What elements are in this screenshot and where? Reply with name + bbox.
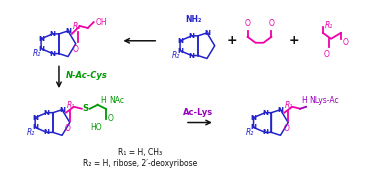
Text: R₁: R₁ [67,101,75,110]
Text: HO: HO [90,123,102,132]
Text: N: N [59,107,65,113]
Text: N: N [44,129,50,135]
Text: N: N [38,46,44,52]
Text: R₂: R₂ [27,128,35,137]
Text: O: O [65,124,71,132]
Text: N: N [177,38,183,44]
Text: N: N [38,36,44,42]
Text: OH: OH [96,18,107,27]
Text: O: O [108,114,113,123]
Text: H: H [301,96,307,105]
Text: R₁: R₁ [325,20,333,29]
Text: N: N [50,31,56,37]
Text: N: N [251,115,257,121]
Text: O: O [343,38,349,47]
Text: R₂ = H, ribose, 2′-deoxyribose: R₂ = H, ribose, 2′-deoxyribose [83,159,197,168]
Text: N: N [32,115,38,121]
Text: S: S [83,104,89,113]
Text: R₂: R₂ [245,128,254,137]
Text: N: N [262,110,268,116]
Text: R₁: R₁ [285,101,293,110]
Text: N: N [189,53,195,59]
Text: N: N [50,51,56,57]
Text: N: N [277,107,284,113]
Text: N: N [189,33,195,39]
Text: +: + [289,34,299,47]
Text: O: O [324,50,330,59]
Text: N-Ac-Cys: N-Ac-Cys [66,71,108,80]
Text: H: H [100,96,105,105]
Text: O: O [268,19,274,28]
Text: NH₂: NH₂ [185,15,201,24]
Text: N: N [44,110,50,116]
Text: N: N [177,48,183,54]
Text: R₂: R₂ [33,49,41,58]
Text: N: N [65,28,71,34]
Text: O: O [245,19,251,28]
Text: Ac-Lys: Ac-Lys [183,108,213,117]
Text: +: + [226,34,237,47]
Text: NLys-Ac: NLys-Ac [309,96,339,105]
Text: N: N [32,124,38,130]
Text: R₁: R₁ [73,23,81,31]
Text: NAc: NAc [110,96,125,105]
Text: O: O [73,45,79,54]
Text: O: O [284,124,289,132]
Text: R₂: R₂ [172,51,180,60]
Text: N: N [204,30,210,36]
Text: N: N [262,129,268,135]
Text: N: N [251,124,257,130]
Text: R₁ = H, CH₃: R₁ = H, CH₃ [118,147,163,157]
